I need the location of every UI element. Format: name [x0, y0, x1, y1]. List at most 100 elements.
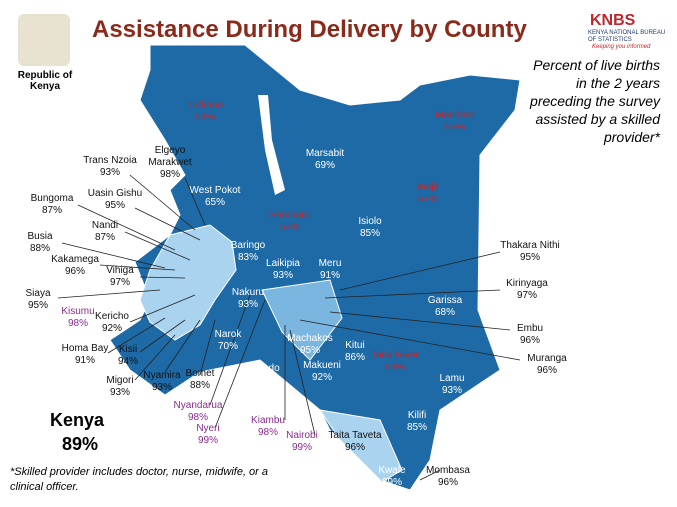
county-value: 85%	[359, 228, 380, 239]
county-value: 93%	[441, 385, 462, 396]
county-label: Muranga 96%	[512, 353, 582, 377]
county-label: Garissa 68%	[410, 295, 480, 319]
lake-turkana	[258, 95, 285, 195]
county-name: Busia	[27, 231, 53, 242]
county-value: 98%	[187, 412, 208, 423]
county-name: Muranga	[527, 353, 567, 364]
county-label: Vihiga 97%	[85, 265, 155, 289]
county-value: 93%	[99, 167, 120, 178]
county-value: 89%	[381, 477, 402, 488]
county-label: Kakamega 96%	[40, 254, 110, 278]
county-name: Samburu	[269, 210, 311, 221]
county-value: 96%	[519, 335, 540, 346]
county-name: Laikipia	[266, 258, 300, 269]
county-label: Kiambu 98%	[233, 415, 303, 439]
county-label: Meru 91%	[295, 258, 365, 282]
county-name: Homa Bay	[61, 343, 109, 354]
county-label: Homa Bay 91%	[50, 343, 120, 367]
county-name: Mandera	[435, 110, 475, 121]
county-value: 57%	[279, 222, 300, 233]
county-name: Wajir	[416, 182, 440, 193]
county-label: Uasin Gishu 95%	[80, 188, 150, 212]
county-label: Laikipia 93%	[248, 258, 318, 282]
subtitle: Percent of live births in the 2 years pr…	[530, 57, 660, 145]
county-value: 70%	[217, 341, 238, 352]
county-name: Nyeri	[196, 423, 220, 434]
county-name: Bungoma	[30, 193, 74, 204]
county-value: 65%	[204, 197, 225, 208]
county-label: Turkana 53%	[170, 100, 240, 124]
county-value: 97%	[109, 277, 130, 288]
county-label: Taita Taveta 96%	[320, 430, 390, 454]
county-value: 68%	[434, 307, 455, 318]
county-name: Kakamega	[51, 254, 99, 265]
county-name: Trans Nzoia	[83, 155, 137, 166]
county-value: 92%	[311, 372, 332, 383]
county-name: Nairobi	[286, 430, 318, 441]
county-name: Makueni	[303, 360, 341, 371]
county-name: Nakuru	[231, 287, 265, 298]
county-label: Nyandarua 98%	[163, 400, 233, 424]
national-name: Kenya	[50, 410, 105, 430]
county-value: 96%	[64, 266, 85, 277]
county-value: 85%	[252, 375, 273, 386]
county-label: Kisii 94%	[93, 344, 163, 368]
county-label: Narok 70%	[193, 329, 263, 353]
county-label: Nairobi 99%	[267, 430, 337, 454]
county-value: 94%	[117, 356, 138, 367]
county-label: Nyamira 93%	[127, 370, 197, 394]
county-label: Mombasa 96%	[413, 465, 483, 489]
county-name: Kisumu	[61, 306, 95, 317]
county-value: 85%	[406, 422, 427, 433]
county-label: Thakara Nithi 95%	[495, 240, 565, 264]
county-name: Vihiga	[106, 265, 134, 276]
coat-of-arms	[18, 14, 70, 66]
county-name: Meru	[318, 258, 342, 269]
county-value: 96%	[437, 477, 458, 488]
county-name: Marsabit	[305, 148, 345, 159]
county-value: 88%	[189, 380, 210, 391]
county-value: 93%	[109, 387, 130, 398]
county-label: Busia 88%	[5, 231, 75, 255]
county-label: Nakuru 93%	[213, 287, 283, 311]
county-value: 57%	[417, 194, 438, 205]
county-value: 99%	[197, 435, 218, 446]
county-name: Kericho	[95, 311, 129, 322]
title: Assistance During Delivery by County	[92, 16, 527, 43]
county-name: Machakos	[287, 333, 333, 344]
logo-name: KENYA NATIONAL BUREAU OF STATISTICS	[588, 30, 666, 43]
county-label: Machakos 95%	[275, 333, 345, 357]
county-value: 88%	[29, 243, 50, 254]
county-label: Samburu 57%	[255, 210, 325, 234]
county-label: Marsabit 69%	[290, 148, 360, 172]
county-value: 97%	[516, 290, 537, 301]
county-label: Kisumu 98%	[43, 306, 113, 330]
county-value: 53%	[194, 112, 215, 123]
county-name: Embu	[516, 323, 544, 334]
county-label: Siaya 95%	[3, 288, 73, 312]
county-label: Baringo 83%	[213, 240, 283, 264]
county-name: Nyamira	[143, 370, 181, 381]
county-value: 87%	[41, 205, 62, 216]
county-value: 86%	[344, 352, 365, 363]
county-name: Kirinyaga	[506, 278, 548, 289]
county-value: 91%	[319, 270, 340, 281]
county-name: Tana River	[371, 350, 419, 361]
county-value: 98%	[67, 318, 88, 329]
county-label: Makueni 92%	[287, 360, 357, 384]
county-label: Kwale 89%	[357, 465, 427, 489]
county-value: 95%	[104, 200, 125, 211]
county-name: Mombasa	[426, 465, 470, 476]
western-region	[139, 224, 237, 341]
county-label: West Pokot 65%	[180, 185, 250, 209]
county-name: Kajiado	[246, 363, 280, 374]
county-name: West Pokot	[189, 185, 241, 196]
county-label: Bomet 88%	[165, 368, 235, 392]
footnote: *Skilled provider includes doctor, nurse…	[10, 466, 269, 493]
county-label: Tana River 59%	[360, 350, 430, 374]
county-name: Kilifi	[407, 410, 427, 421]
county-value: 96%	[344, 442, 365, 453]
county-value: 95%	[299, 345, 320, 356]
